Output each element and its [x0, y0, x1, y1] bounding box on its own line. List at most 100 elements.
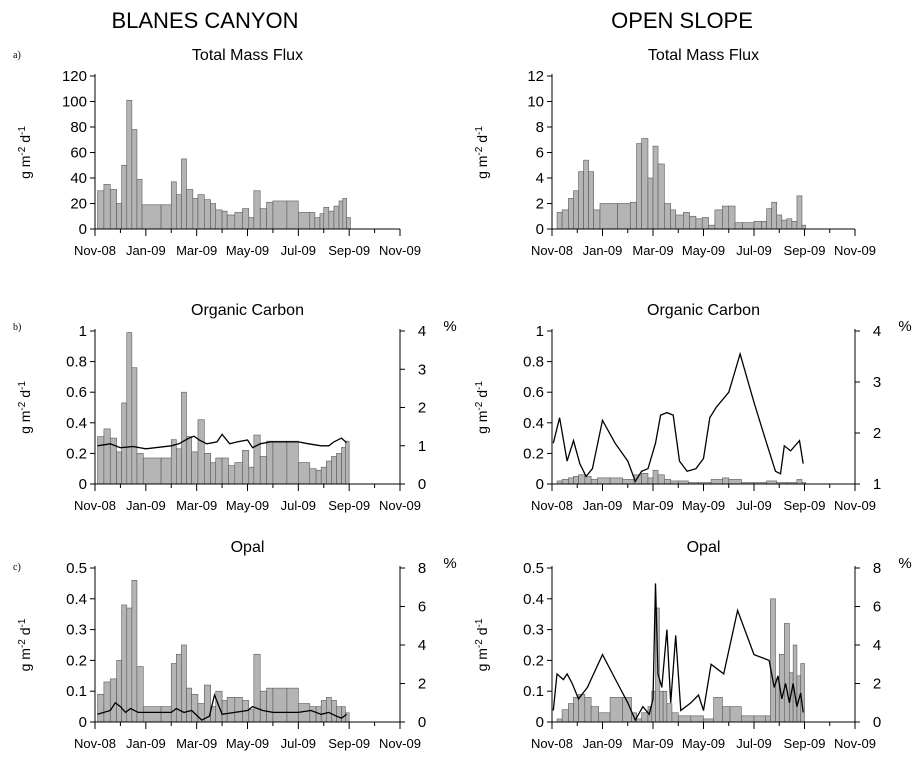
canyon-tmf-bar — [170, 181, 177, 230]
canyon-opal-ytick-label: 0.1 — [66, 683, 87, 700]
canyon-tmf-bar — [314, 217, 321, 230]
canyon-opal-xtick-label: Nov-08 — [74, 736, 116, 751]
canyon-opal-bar — [116, 660, 122, 723]
canyon-opal-bar — [234, 697, 243, 723]
panel-letter-b: b) — [13, 322, 21, 333]
slope-oc-ytick-label: 0.2 — [523, 445, 544, 462]
canyon-oc-bar — [286, 440, 299, 485]
slope-oc-y2tick-label: 3 — [873, 374, 881, 391]
slope-oc-xtick-label: Mar-09 — [632, 498, 673, 513]
canyon-oc-ytick-label: 0 — [79, 476, 87, 493]
canyon-opal-ytick-label: 0.5 — [66, 560, 87, 577]
slope-tmf-bar — [568, 198, 574, 230]
canyon-tmf-bar — [323, 207, 330, 230]
slope-tmf-bar — [675, 214, 684, 230]
slope-tmf-bar — [714, 209, 723, 230]
canyon-opal-y2tick-label: 0 — [418, 714, 426, 731]
slope-opal-bar — [741, 715, 755, 723]
canyon-oc-bar — [160, 457, 172, 485]
slope-oc-y2tick-label: 1 — [873, 476, 881, 493]
canyon-oc-xtick-label: Jul-09 — [281, 498, 316, 513]
canyon-tmf-bar — [266, 201, 274, 230]
canyon-opal-bar — [336, 706, 342, 723]
slope-opal-bar — [677, 715, 692, 723]
slope-tmf-bar — [636, 143, 642, 230]
slope-opal-xtick-label: Jul-09 — [736, 736, 771, 751]
slope-tmf-bar — [593, 209, 601, 230]
slope-oc-bar — [578, 474, 586, 485]
canyon-tmf-ytick-label: 60 — [70, 145, 87, 162]
canyon-oc-percent-line — [97, 433, 348, 450]
canyon-oc-xtick-label: Nov-09 — [379, 498, 421, 513]
canyon-opal-y2tick-label: 4 — [418, 637, 426, 654]
canyon-tmf-bar — [286, 200, 299, 230]
slope-opal-xtick-label: Jan-09 — [583, 736, 623, 751]
canyon-opal-bar — [186, 687, 192, 723]
slope-oc-bar — [647, 477, 654, 485]
canyon-opal-bar — [126, 607, 133, 723]
slope-oc-xtick-label: Jul-09 — [736, 498, 771, 513]
canyon-tmf-ytick-label: 80 — [70, 119, 87, 136]
slope-tmf-xtick-label: Jan-09 — [583, 243, 623, 258]
slope-opal-ytick-label: 0.2 — [523, 652, 544, 669]
canyon-tmf-ylabel: g m-2 d-1 — [17, 126, 33, 179]
slope-tmf-bar — [695, 218, 703, 230]
canyon-oc-bar — [320, 466, 327, 485]
canyon-tmf-bar — [319, 213, 325, 230]
slope-oc-ytick-label: 1 — [536, 323, 544, 340]
slope-tmf-bar — [771, 201, 778, 230]
canyon-tmf-bar — [176, 194, 182, 230]
canyon-oc-bar — [176, 448, 182, 485]
slope-tmf-bar — [781, 219, 788, 230]
canyon-tmf-xtick-label: Jul-09 — [281, 243, 316, 258]
slope-opal-ytick-label: 0.3 — [523, 622, 544, 639]
slope-tmf-xtick-label: Jul-09 — [736, 243, 771, 258]
canyon-opal-xtick-label: Mar-09 — [176, 736, 217, 751]
canyon-oc-xtick-label: Mar-09 — [176, 498, 217, 513]
canyon-opal-bar — [259, 690, 267, 723]
canyon-oc-bar — [336, 453, 342, 485]
slope-opal-ytick-label: 0 — [536, 714, 544, 731]
canyon-tmf-bar — [192, 198, 199, 230]
slope-opal-bar — [598, 712, 611, 723]
slope-tmf-bar — [670, 209, 677, 230]
canyon-tmf-panel: Total Mass Flux 0 20 40 60 80 100 120 g m-2 d-1 N… — [17, 47, 421, 258]
canyon-tmf-bar — [136, 178, 143, 230]
slope-opal-xtick-label: Mar-09 — [632, 736, 673, 751]
slope-tmf-bar — [786, 218, 793, 230]
canyon-tmf-xtick-label: Jan-09 — [126, 243, 166, 258]
canyon-tmf-bar — [97, 190, 105, 230]
canyon-oc-bar — [215, 457, 223, 485]
canyon-opal-bar — [320, 700, 327, 723]
canyon-opal-bar — [325, 697, 332, 723]
canyon-tmf-bar — [234, 212, 243, 230]
slope-oc-ylabel: g m-2 d-1 — [474, 381, 490, 434]
slope-opal-ylabel: g m-2 d-1 — [474, 618, 490, 671]
slope-oc-ytick-label: 0.6 — [523, 384, 544, 401]
slope-tmf-bar — [583, 159, 589, 230]
canyon-oc-ylabel: g m-2 d-1 — [17, 381, 33, 434]
canyon-tmf-xtick-label: Nov-08 — [74, 243, 116, 258]
slope-oc-bar — [641, 472, 649, 485]
canyon-opal-ylabel: g m-2 d-1 — [17, 618, 33, 671]
slope-oc-xtick-label: May-09 — [682, 498, 725, 513]
slope-oc-bar — [722, 477, 730, 485]
canyon-tmf-ytick-label: 40 — [70, 170, 87, 187]
canyon-opal-bar — [286, 687, 299, 723]
slope-tmf-bar — [578, 171, 584, 230]
slope-opal-bar — [713, 697, 723, 723]
canyon-opal-title: Opal — [231, 539, 265, 556]
slope-oc-y2label: % — [898, 318, 911, 335]
slope-oc-xtick-label: Jan-09 — [583, 498, 623, 513]
slope-opal-y2tick-label: 4 — [873, 637, 881, 654]
slope-opal-bar — [729, 706, 742, 723]
slope-tmf-ytick-label: 0 — [536, 221, 544, 238]
canyon-tmf-bar — [210, 203, 217, 230]
canyon-oc-bar — [170, 439, 177, 485]
slope-opal-bar — [770, 598, 776, 723]
canyon-opal-y2tick-label: 6 — [418, 599, 426, 616]
slope-opal-bar — [609, 697, 624, 723]
slope-opal-y2tick-label: 0 — [873, 714, 881, 731]
canyon-opal-bar — [248, 709, 255, 723]
